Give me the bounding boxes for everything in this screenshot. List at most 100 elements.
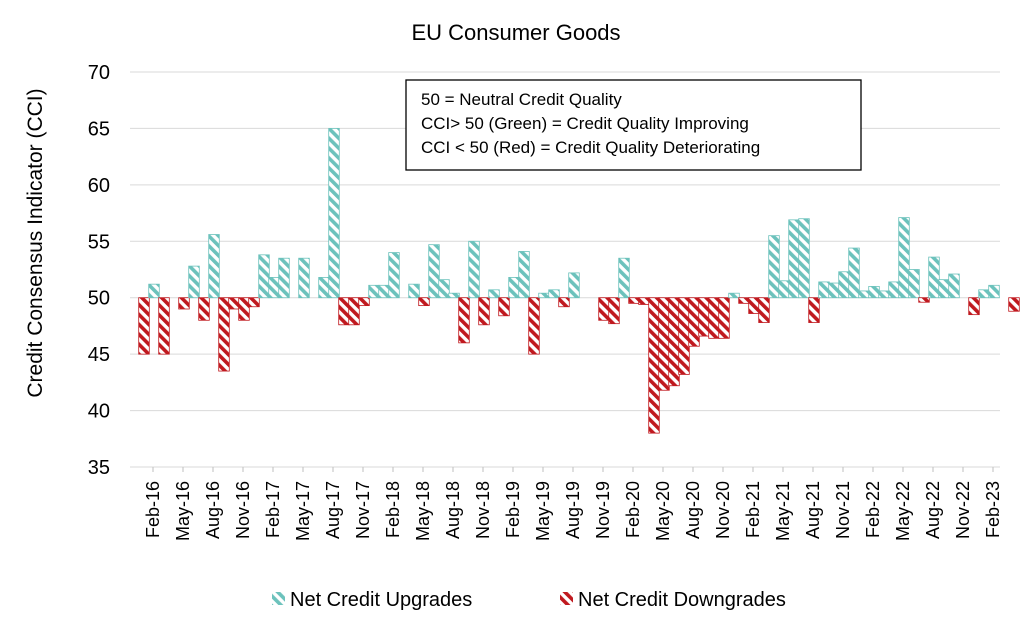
x-tick-label: May-19 [533,481,553,541]
x-tick-label: May-21 [773,481,793,541]
y-tick-label: 55 [88,231,110,253]
chart-title: EU Consumer Goods [411,20,620,45]
x-tick-label: Aug-22 [923,481,943,539]
bar-upgrade [428,244,440,299]
x-tick-label: Feb-23 [983,481,1003,538]
bar-downgrade [238,297,250,321]
legend-swatch-downgrades [560,592,573,605]
x-tick-label: Aug-20 [683,481,703,539]
bar-downgrade [598,297,610,321]
bar-upgrade [828,282,840,299]
y-tick-label: 45 [88,344,110,366]
legend-label-upgrades: Net Credit Upgrades [290,589,472,611]
bar-upgrade [728,292,740,299]
bar-downgrade [558,297,570,308]
bar-downgrade [218,297,230,372]
x-tick-label: Nov-20 [713,481,733,539]
x-tick-label: Aug-16 [203,481,223,539]
bar-downgrade [478,297,490,326]
bar-upgrade [778,280,790,299]
y-tick-label: 50 [88,288,110,310]
x-tick-label: May-20 [653,481,673,541]
bar-downgrade [248,297,260,308]
bar-downgrade [228,297,240,310]
bar-downgrade [198,297,210,321]
x-tick-label: Feb-20 [623,481,643,538]
x-tick-label: Feb-19 [503,481,523,538]
bar-downgrade [348,297,360,326]
bar-downgrade [528,297,540,355]
bar-upgrade [978,289,990,299]
x-tick-label: Nov-16 [233,481,253,539]
annotation-line-1: 50 = Neutral Credit Quality [421,90,622,109]
bar-upgrade [868,286,880,299]
bar-upgrade [378,284,390,299]
bar-upgrade [568,272,580,299]
bar-upgrade [788,219,800,299]
bar-upgrade [388,252,400,299]
bar-upgrade [188,265,200,299]
bar-upgrade [818,281,830,299]
bar-upgrade [908,269,920,299]
legend-swatch-upgrades [272,592,285,605]
bar-upgrade [988,284,1000,299]
bar-downgrade [688,297,700,347]
bar-downgrade [658,297,670,391]
bar-upgrade [408,283,420,299]
bar-upgrade [518,251,530,299]
bar-downgrade [138,297,150,355]
bar-downgrade [808,297,820,323]
annotation-box: 50 = Neutral Credit Quality CCI> 50 (Gre… [405,79,862,171]
x-tick-label: Nov-17 [353,481,373,539]
bar-upgrade [898,217,910,299]
bar-upgrade [508,276,520,299]
bar-downgrade [498,297,510,317]
x-tick-label: May-18 [413,481,433,541]
bar-downgrade [418,297,430,307]
annotation-line-2: CCI> 50 (Green) = Credit Quality Improvi… [421,114,749,133]
bar-upgrade [858,290,870,299]
x-tick-label: Feb-17 [263,481,283,538]
y-axis-ticks: 35 40 45 50 55 60 65 70 [88,62,110,479]
bar-upgrade [258,254,270,299]
bar-upgrade [878,290,890,299]
bar-downgrade [1008,297,1020,312]
bar-upgrade [948,273,960,299]
bar-upgrade [488,289,500,299]
bar-series [138,128,1020,434]
y-tick-label: 70 [88,62,110,84]
bar-upgrade [148,283,160,299]
x-tick-label: Feb-22 [863,481,883,538]
bar-upgrade [268,276,280,299]
bar-downgrade [718,297,730,339]
legend-label-downgrades: Net Credit Downgrades [578,589,786,611]
x-tick-label: Aug-18 [443,481,463,539]
bar-downgrade [758,297,770,323]
x-tick-label: Aug-19 [563,481,583,539]
bar-upgrade [278,257,290,299]
bar-upgrade [448,292,460,299]
bar-upgrade [618,257,630,299]
bar-downgrade [648,297,660,434]
x-tick-label: Nov-18 [473,481,493,539]
bar-upgrade [928,256,940,299]
bar-upgrade [848,247,860,299]
bar-downgrade [608,297,620,325]
bar-downgrade [708,297,720,339]
bar-upgrade [208,234,220,299]
legend: Net Credit Upgrades Net Credit Downgrade… [272,589,786,611]
bar-upgrade [298,257,310,299]
y-tick-label: 60 [88,175,110,197]
bar-downgrade [338,297,350,326]
y-tick-label: 40 [88,401,110,423]
x-tick-label: Feb-18 [383,481,403,538]
x-tick-label: Aug-21 [803,481,823,539]
x-axis-ticks: Feb-16 May-16 Aug-16 Nov-16 Feb-17 May-17 Aug-… [143,467,1003,541]
x-tick-label: Feb-21 [743,481,763,538]
bar-downgrade [748,297,760,314]
x-tick-label: May-22 [893,481,913,541]
y-tick-label: 65 [88,118,110,140]
x-tick-label: May-17 [293,481,313,541]
bar-upgrade [538,292,550,299]
